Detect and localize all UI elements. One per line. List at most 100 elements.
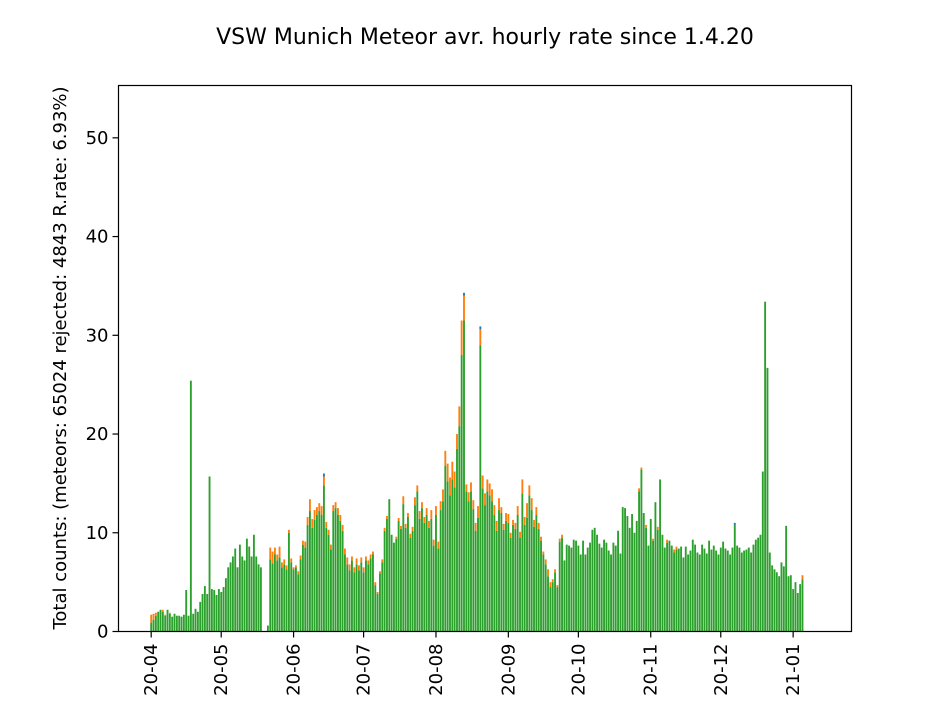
bar-segment	[701, 544, 704, 632]
bar-segment	[771, 565, 774, 632]
bar-segment	[556, 587, 559, 632]
bar-segment	[442, 489, 444, 502]
bar-segment	[654, 502, 657, 632]
bar-segment	[684, 546, 687, 632]
bar-segment	[628, 527, 631, 632]
bar-segment	[444, 465, 447, 632]
bar-segment	[598, 543, 601, 632]
bar-segment	[217, 589, 220, 632]
y-axis-label: Total counts: (meteors: 65024 rejected: …	[50, 86, 71, 630]
bar-segment	[271, 563, 274, 632]
bar-segment	[736, 545, 739, 632]
bar-segment	[775, 572, 778, 632]
bar-segment	[386, 518, 388, 632]
bar-segment	[381, 562, 384, 632]
bar-segment	[402, 496, 405, 505]
bar-segment	[612, 542, 615, 632]
bar-segment	[715, 550, 718, 632]
bar-segment	[477, 506, 479, 518]
bar-segment	[479, 345, 482, 632]
bar-segment	[584, 554, 587, 632]
bar-segment	[547, 569, 549, 577]
bar-segment	[486, 491, 489, 632]
bar-segment	[299, 559, 302, 632]
bar-segment	[694, 544, 697, 632]
bar-segment	[486, 479, 489, 492]
bar-segment	[159, 609, 162, 632]
bar-segment	[796, 592, 799, 632]
bar-segment	[652, 538, 655, 541]
bar-segment	[575, 540, 577, 632]
bar-segment	[351, 560, 353, 632]
bar-segment	[416, 491, 419, 632]
bar-segment	[537, 522, 540, 529]
bar-segment	[530, 510, 533, 632]
bar-segment	[386, 515, 388, 519]
bar-segment	[388, 499, 391, 632]
x-tick-label: 20-11	[641, 644, 662, 696]
bar-segment	[451, 461, 454, 480]
bar-segment	[425, 514, 428, 632]
bar-segment	[395, 538, 398, 632]
bar-segment	[353, 572, 356, 632]
bar-segment	[376, 592, 379, 594]
bar-segment	[206, 593, 209, 632]
bar-segment	[470, 482, 472, 492]
bar-segment	[271, 551, 274, 564]
y-tick-label: 0	[97, 622, 108, 643]
bar-segment	[801, 575, 804, 580]
bar-segment	[500, 507, 503, 514]
bar-segment	[780, 562, 783, 632]
bar-segment	[313, 510, 316, 520]
bar-segment	[229, 562, 232, 632]
bar-segment	[493, 514, 496, 632]
bar-segment	[463, 292, 465, 296]
bar-segment	[621, 507, 624, 632]
bar-segment	[154, 615, 157, 632]
bar-segment	[439, 501, 442, 511]
x-tick-label: 20-06	[284, 644, 305, 696]
bar-segment	[339, 520, 342, 632]
bar-segment	[596, 534, 598, 632]
bar-segment	[306, 524, 309, 632]
bar-segment	[164, 615, 167, 632]
bar-segment	[505, 520, 507, 632]
bar-segment	[750, 552, 753, 632]
bar-segment	[360, 562, 363, 632]
bar-segment	[537, 528, 540, 632]
bar-segment	[488, 495, 491, 632]
bar-segment	[297, 574, 300, 632]
bar-segment	[332, 511, 335, 632]
bar-segment	[570, 547, 573, 632]
bar-segment	[554, 569, 556, 573]
bar-segment	[682, 557, 685, 632]
bar-segment	[542, 554, 545, 632]
bar-segment	[365, 560, 367, 632]
y-tick-label: 40	[86, 227, 109, 248]
bar-segment	[656, 529, 659, 632]
x-tick-label: 20-04	[141, 644, 162, 696]
bar-segment	[283, 564, 286, 632]
bar-segment	[785, 525, 788, 632]
bar-segment	[649, 518, 652, 632]
bar-segment	[507, 522, 510, 632]
bar-segment	[292, 569, 295, 632]
bar-segment	[379, 571, 381, 574]
bar-segment	[273, 554, 276, 632]
bar-segment	[341, 524, 344, 531]
bar-segment	[582, 540, 584, 632]
bar-segment	[533, 519, 535, 527]
bar-segment	[290, 558, 293, 563]
bar-segment	[551, 579, 554, 583]
bar-segment	[568, 545, 570, 632]
bar-segment	[561, 534, 563, 538]
bar-segment	[313, 519, 316, 632]
y-tick-label: 20	[86, 424, 109, 445]
bar-segment	[367, 564, 370, 632]
bar-segment	[348, 564, 351, 571]
bar-segment	[498, 498, 500, 511]
bar-segment	[187, 615, 190, 632]
bar-segment	[355, 564, 358, 632]
bar-segment	[509, 537, 512, 632]
bar-segment	[544, 559, 547, 565]
